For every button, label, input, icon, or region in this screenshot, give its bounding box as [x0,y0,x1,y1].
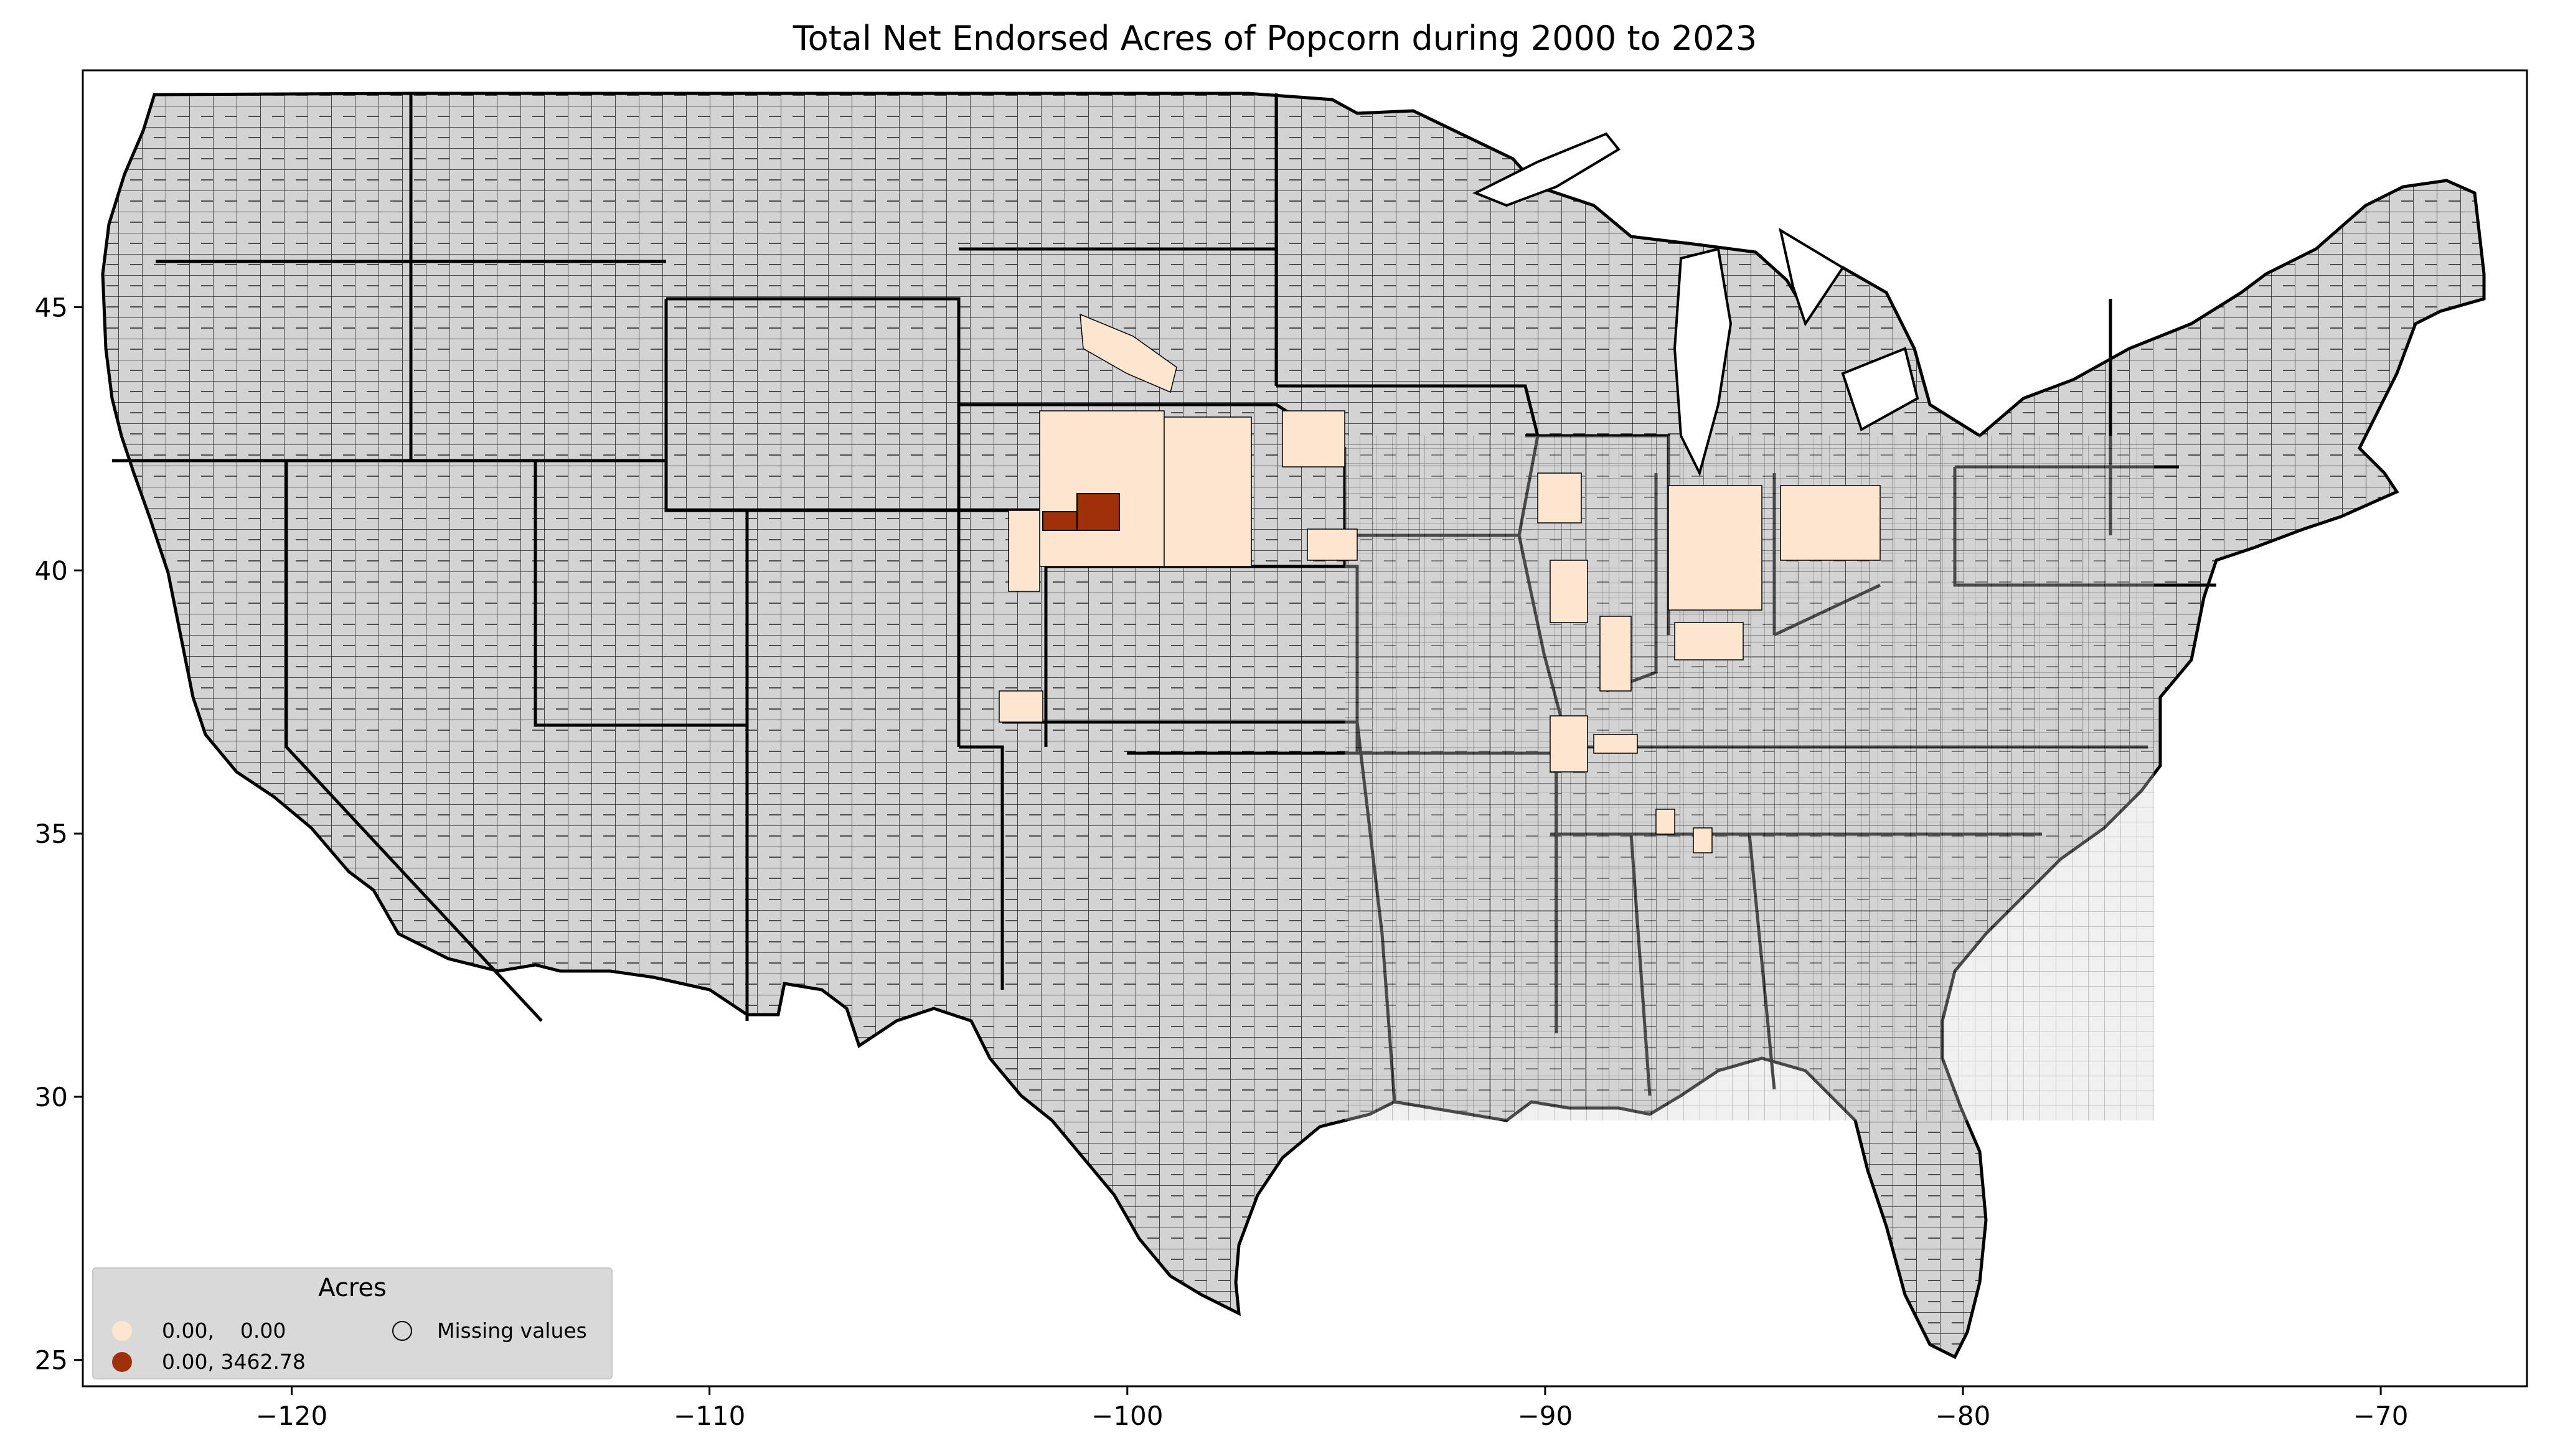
x-tick-label: −100 [1091,1401,1163,1431]
illinois-light-2 [1550,560,1588,623]
axes-frame [82,69,2528,1388]
chart-title: Total Net Endorsed Acres of Popcorn duri… [793,19,1757,58]
indiana-light-south [1674,622,1744,660]
us-county-map [101,92,2486,1360]
y-axis: 25 30 35 40 45 [35,293,83,1376]
alabama-light [1655,809,1675,835]
x-tick-label: −70 [2353,1401,2409,1431]
ohio-light-block [1780,485,1881,561]
indiana-light-block [1668,485,1762,611]
iowa-light-2 [1307,528,1358,561]
missouri-bootheel-light [1593,734,1638,754]
nebraska-light-block [1039,410,1165,567]
y-tick-label: 35 [35,819,68,849]
dark-bin-counties [1042,493,1120,531]
y-tick-label: 25 [35,1345,68,1376]
legend-swatch-low [112,1320,132,1341]
nebraska-dark-county-2 [1076,493,1120,531]
x-tick-label: −90 [1518,1401,1573,1431]
southwest-kansas-light [999,690,1043,723]
x-tick-label: −80 [1936,1401,1991,1431]
light-bin-counties [999,313,1881,853]
illinois-light-3 [1599,616,1632,692]
great-lakes [1472,132,1919,477]
legend-entry-low: 0.00, 0.00 [112,1318,286,1343]
arkansas-light [1550,715,1588,773]
legend-entry-high: 0.00, 3462.78 [112,1350,306,1374]
x-tick-label: −110 [674,1401,745,1431]
legend: Acres 0.00, 0.00 0.00, 3462.78 Missing v… [92,1267,613,1379]
nebraska-east-light-block [1164,416,1252,567]
x-tick-label: −120 [256,1401,327,1431]
colorado-light-strip [1008,510,1040,592]
y-tick-label: 45 [35,293,68,323]
legend-label-missing: Missing values [437,1318,587,1343]
georgia-light [1693,827,1713,853]
legend-label-high: 0.00, 3462.78 [162,1350,306,1374]
legend-label-low: 0.00, 0.00 [162,1318,286,1343]
nebraska-dark-county-1 [1042,511,1078,531]
legend-entry-missing: Missing values [392,1318,587,1343]
illinois-light-1 [1537,472,1582,524]
x-axis: −120 −110 −100 −90 −80 −70 [256,1386,2409,1431]
y-tick-label: 40 [35,555,68,586]
legend-title: Acres [318,1274,387,1302]
iowa-light-1 [1282,410,1345,467]
legend-swatch-missing [392,1320,412,1341]
south-dakota-light [1080,313,1177,393]
legend-swatch-high [112,1351,132,1372]
y-tick-label: 30 [35,1082,68,1112]
